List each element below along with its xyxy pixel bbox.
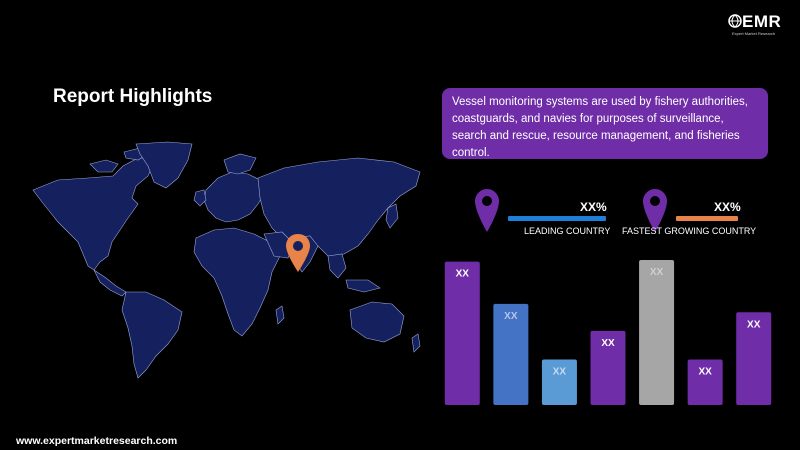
location-pin-icon — [475, 189, 499, 232]
chart-bar-label: XX — [747, 319, 761, 330]
north-america — [32, 157, 157, 271]
leading-country-stat: XX% LEADING COUNTRY — [474, 188, 614, 242]
description-box: Vessel monitoring systems are used by fi… — [442, 88, 768, 159]
leading-country-label: LEADING COUNTRY — [524, 226, 611, 236]
fastest-growing-country-label: FASTEST GROWING COUNTRY — [622, 226, 757, 236]
chart-bar — [687, 359, 723, 405]
central-america — [93, 269, 127, 297]
chart-bar-label: XX — [553, 366, 567, 377]
continents — [32, 141, 421, 379]
greenland — [135, 141, 193, 189]
chart-bar-label: XX — [456, 269, 470, 280]
globe-icon — [728, 14, 742, 28]
website-url: www.expertmarketresearch.com — [16, 435, 178, 447]
fastest-growing-country-stat: XX% FASTEST GROWING COUNTRY — [622, 188, 782, 242]
uk — [193, 189, 207, 207]
south-america — [121, 291, 183, 379]
description-text: Vessel monitoring systems are used by fi… — [452, 96, 748, 159]
madagascar — [275, 305, 285, 325]
europe — [203, 171, 265, 223]
chart-bar-label: XX — [698, 366, 712, 377]
africa — [193, 227, 281, 337]
leading-country-value: XX% — [580, 200, 607, 214]
chart-bar — [493, 303, 529, 405]
logo-text: EMR — [742, 12, 782, 31]
fastest-growing-country-bar — [676, 216, 738, 221]
location-marker-icon — [286, 234, 310, 272]
leading-country-bar — [508, 216, 606, 221]
chart-bar-label: XX — [650, 267, 664, 278]
southeast-asia — [327, 253, 381, 293]
chart-bar-label: XX — [601, 338, 615, 349]
new-zealand — [411, 333, 421, 353]
fastest-growing-country-value: XX% — [714, 200, 741, 214]
chart-bar — [444, 261, 480, 405]
chart-bar — [590, 330, 626, 405]
emr-logo: EMR Expert Market Research — [728, 12, 786, 40]
world-map — [32, 141, 421, 379]
bar-chart: XX XX XX XX XX XX XX — [444, 260, 772, 405]
chart-bar — [736, 312, 772, 405]
chart-bar — [639, 260, 675, 405]
page-title: Report Highlights — [53, 86, 213, 107]
scandinavia — [223, 153, 257, 175]
logo-tagline: Expert Market Research — [732, 31, 776, 36]
japan — [385, 203, 399, 229]
location-pin-icon — [643, 189, 667, 232]
australia — [349, 301, 405, 343]
chart-bar-label: XX — [504, 311, 518, 322]
chart-bar — [541, 359, 577, 405]
